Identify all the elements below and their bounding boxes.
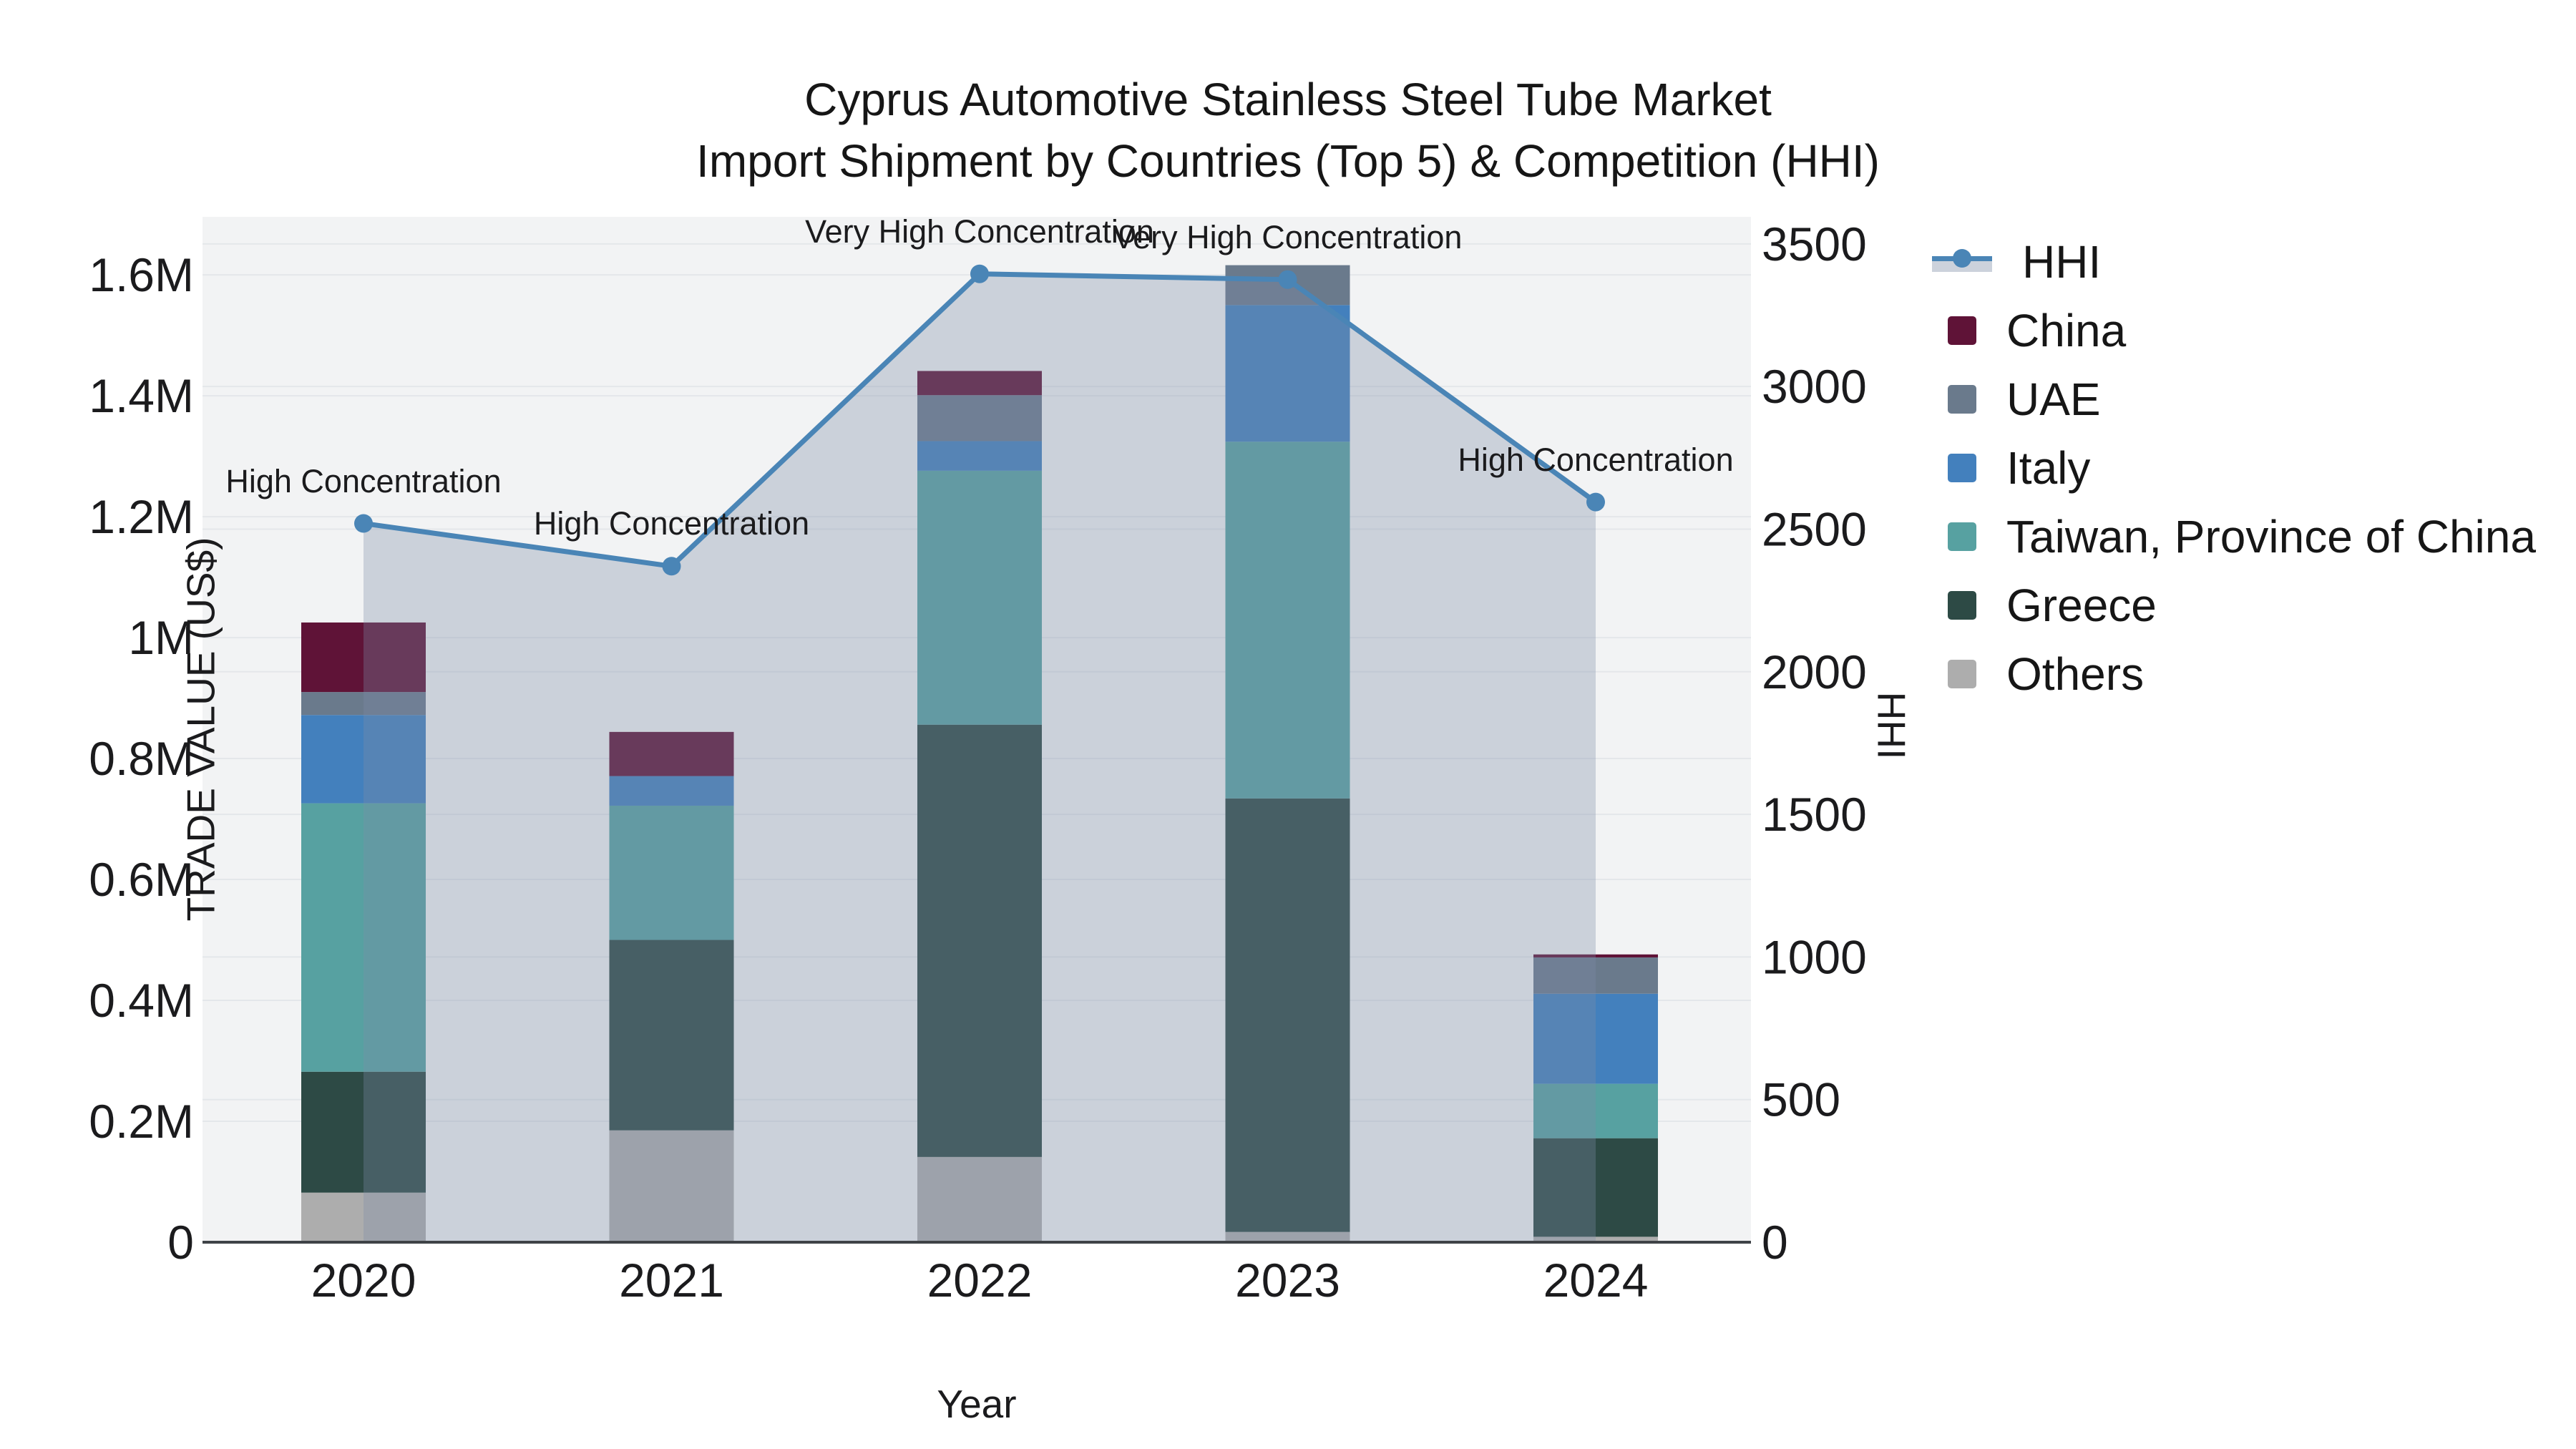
y-right-tick-3500: 3500 <box>1762 218 1867 270</box>
y-left-tick-0.6M: 0.6M <box>89 853 194 906</box>
hhi-marker-swatch <box>1953 249 1971 268</box>
legend-item-uae[interactable]: UAE <box>1932 365 2536 434</box>
bar-2020-china[interactable] <box>301 622 426 693</box>
y-left-tick-1.6M: 1.6M <box>89 248 194 301</box>
bar-2022-italy[interactable] <box>917 441 1042 471</box>
legend-item-italy[interactable]: Italy <box>1932 434 2536 502</box>
y-left-tick-1.4M: 1.4M <box>89 369 194 422</box>
legend-item-hhi[interactable]: HHI <box>1932 228 2536 296</box>
legend-label: Others <box>2006 648 2145 700</box>
y-right-tick-3000: 3000 <box>1762 360 1867 413</box>
annotation-2020: High Concentration <box>225 462 502 499</box>
legend-label: Italy <box>2006 442 2091 494</box>
y-axis-title-right: HHI <box>1869 691 1914 760</box>
legend: HHI China UAE Italy Taiwan, Province of Chin… <box>1932 228 2536 708</box>
bar-2024-greece[interactable] <box>1533 1138 1658 1237</box>
y-right-tick-0: 0 <box>1762 1216 1788 1269</box>
y-left-tick-0.2M: 0.2M <box>89 1095 194 1148</box>
legend-swatch-others <box>1948 660 1976 688</box>
annotation-2021: High Concentration <box>533 505 810 542</box>
y-right-tick-500: 500 <box>1762 1073 1840 1126</box>
y-left-tick-1M: 1M <box>128 611 194 664</box>
x-tick-2024: 2024 <box>1543 1254 1649 1307</box>
hhi-marker-2024[interactable] <box>1586 492 1605 512</box>
x-tick-2023: 2023 <box>1235 1254 1340 1307</box>
bar-2022-taiwan-province-of-china[interactable] <box>917 470 1042 725</box>
bar-2024-uae[interactable] <box>1533 957 1658 994</box>
bar-2022-china[interactable] <box>917 371 1042 396</box>
bar-2022-uae[interactable] <box>917 395 1042 441</box>
bar-2021-italy[interactable] <box>609 776 734 806</box>
bar-2022-greece[interactable] <box>917 724 1042 1157</box>
bar-2020-taiwan-province-of-china[interactable] <box>301 803 426 1072</box>
bar-2024-others[interactable] <box>1533 1236 1658 1242</box>
hhi-marker-2021[interactable] <box>662 557 681 576</box>
bar-2021-china[interactable] <box>609 731 734 776</box>
y-left-tick-1.2M: 1.2M <box>89 490 194 543</box>
bar-2021-greece[interactable] <box>609 940 734 1131</box>
bar-2023-greece[interactable] <box>1225 798 1350 1232</box>
hhi-area-fill <box>364 273 1596 1243</box>
bar-2020-others[interactable] <box>301 1192 426 1242</box>
legend-label: Taiwan, Province of China <box>2006 511 2536 562</box>
y-right-tick-1500: 1500 <box>1762 788 1867 841</box>
legend-label: China <box>2006 305 2127 356</box>
bar-2022-others[interactable] <box>917 1156 1042 1242</box>
bar-2023-italy[interactable] <box>1225 305 1350 442</box>
y-left-tick-0: 0 <box>167 1216 194 1269</box>
legend-item-greece[interactable]: Greece <box>1932 571 2536 640</box>
bar-2020-greece[interactable] <box>301 1071 426 1193</box>
x-tick-2022: 2022 <box>927 1254 1033 1307</box>
bar-2021-taiwan-province-of-china[interactable] <box>609 805 734 940</box>
x-axis-line <box>203 1241 1751 1244</box>
x-tick-2021: 2021 <box>619 1254 724 1307</box>
bar-2024-italy[interactable] <box>1533 993 1658 1084</box>
bar-2020-uae[interactable] <box>301 692 426 716</box>
x-axis-title: Year <box>937 1382 1017 1426</box>
bar-2023-others[interactable] <box>1225 1231 1350 1242</box>
legend-label: Greece <box>2006 580 2157 631</box>
legend-item-taiwan-province-of-china[interactable]: Taiwan, Province of China <box>1932 502 2536 571</box>
legend-swatch-italy <box>1948 454 1976 482</box>
y-right-tick-1000: 1000 <box>1762 930 1867 983</box>
legend-item-china[interactable]: China <box>1932 296 2536 365</box>
hhi-line-sample <box>1932 246 1992 278</box>
legend-label: UAE <box>2006 374 2101 425</box>
chart-title-line1: Cyprus Automotive Stainless Steel Tube M… <box>804 74 1772 125</box>
legend-item-others[interactable]: Others <box>1932 640 2536 708</box>
y-right-tick-2500: 2500 <box>1762 502 1867 555</box>
y-left-tick-0.4M: 0.4M <box>89 974 194 1027</box>
y-left-tick-0.8M: 0.8M <box>89 732 194 785</box>
bar-2023-taiwan-province-of-china[interactable] <box>1225 441 1350 799</box>
legend-swatch-greece <box>1948 591 1976 620</box>
legend-label: HHI <box>2022 236 2102 288</box>
bar-2024-china[interactable] <box>1533 954 1658 958</box>
annotation-2023: Very High Concentration <box>1113 218 1463 255</box>
hhi-marker-2022[interactable] <box>970 264 989 283</box>
bar-2024-taiwan-province-of-china[interactable] <box>1533 1083 1658 1138</box>
annotation-2024: High Concentration <box>1458 441 1734 478</box>
hhi-marker-2023[interactable] <box>1278 270 1297 289</box>
bar-2021-others[interactable] <box>609 1130 734 1242</box>
legend-swatch-taiwan-province-of-china <box>1948 522 1976 551</box>
y-axis-title-left: TRADE VALUE (US$) <box>178 537 223 922</box>
y-right-tick-2000: 2000 <box>1762 645 1867 698</box>
annotation-2022: Very High Concentration <box>805 213 1154 250</box>
chart-title-line2: Import Shipment by Countries (Top 5) & C… <box>696 135 1880 187</box>
x-tick-2020: 2020 <box>311 1254 416 1307</box>
legend-swatch-china <box>1948 316 1976 345</box>
legend-swatch-uae <box>1948 385 1976 414</box>
chart-title: Cyprus Automotive Stainless Steel Tube M… <box>0 69 2576 192</box>
hhi-marker-2020[interactable] <box>354 514 373 533</box>
bar-2020-italy[interactable] <box>301 715 426 804</box>
